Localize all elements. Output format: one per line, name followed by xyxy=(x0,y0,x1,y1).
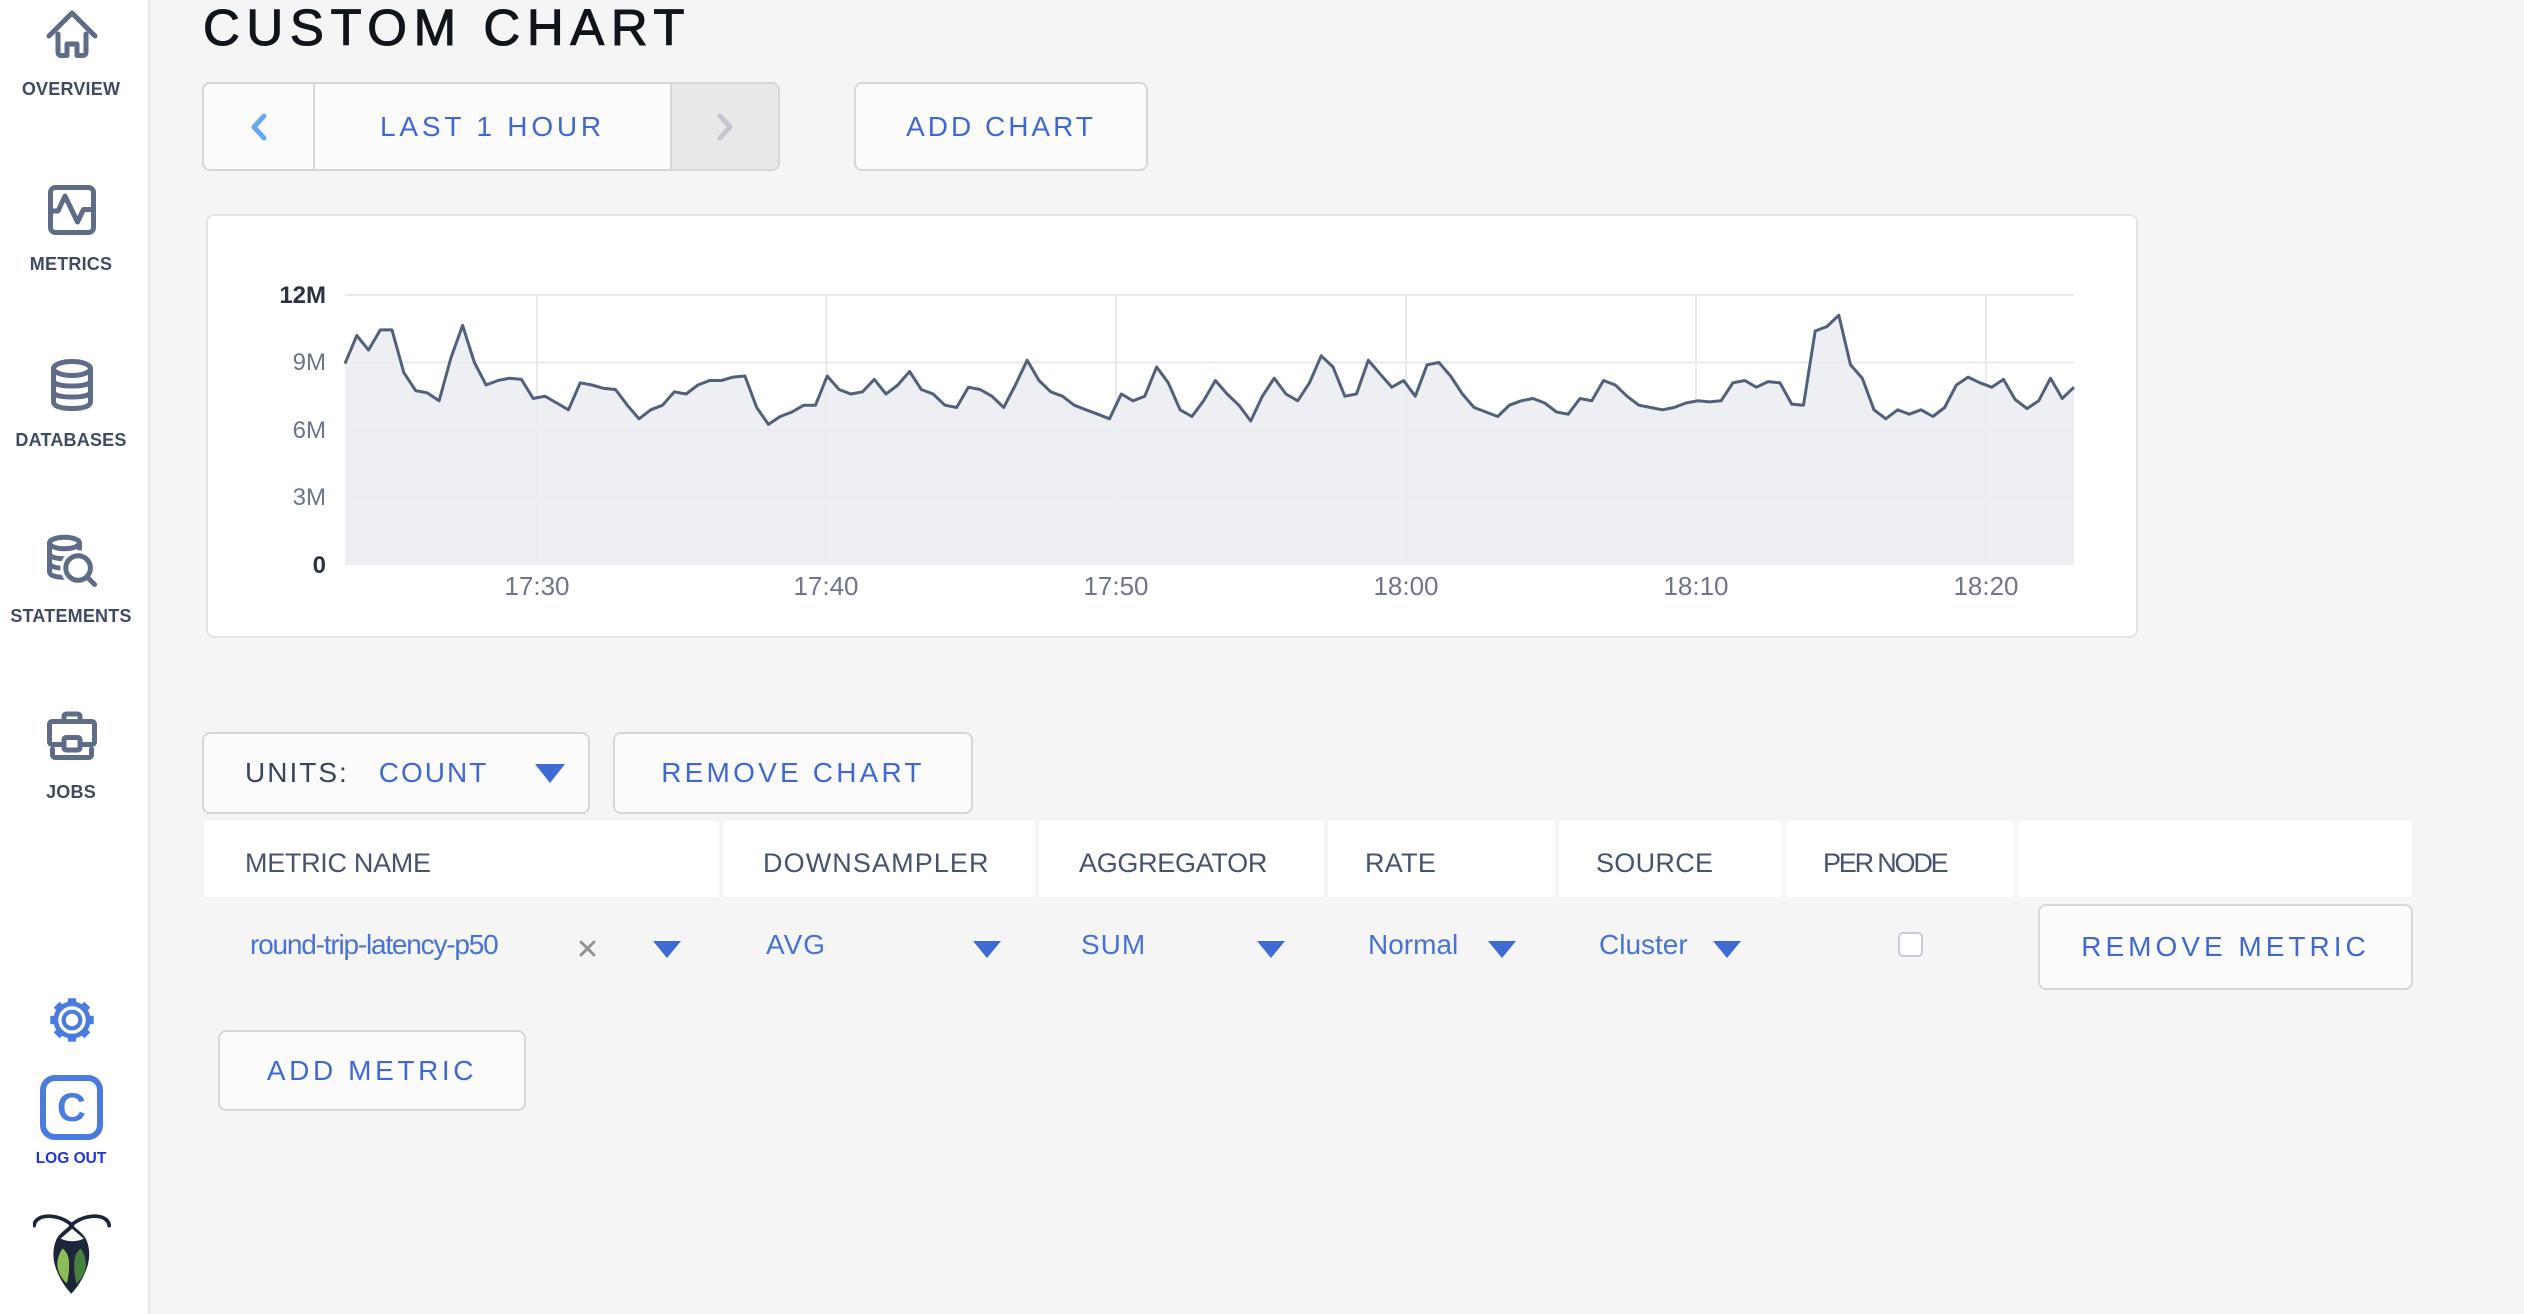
svg-text:17:50: 17:50 xyxy=(1083,571,1148,601)
svg-text:6M: 6M xyxy=(293,417,326,444)
svg-text:17:40: 17:40 xyxy=(793,571,858,601)
svg-text:3M: 3M xyxy=(293,484,326,511)
svg-text:17:30: 17:30 xyxy=(504,571,569,601)
svg-text:18:10: 18:10 xyxy=(1663,571,1728,601)
svg-text:9M: 9M xyxy=(293,349,326,376)
svg-text:C: C xyxy=(57,1086,86,1130)
svg-text:12M: 12M xyxy=(279,282,326,309)
svg-text:18:00: 18:00 xyxy=(1373,571,1438,601)
svg-text:0: 0 xyxy=(313,552,326,579)
svg-text:18:20: 18:20 xyxy=(1953,571,2018,601)
